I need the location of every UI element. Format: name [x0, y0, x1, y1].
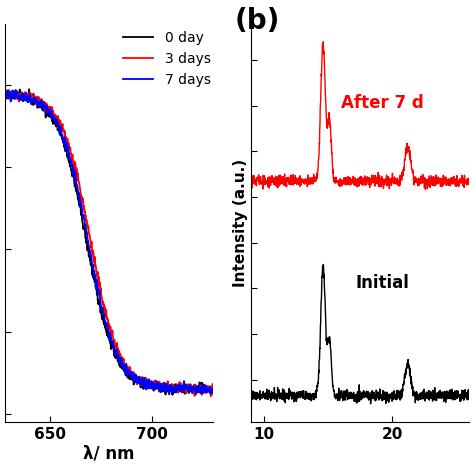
Text: After 7 d: After 7 d [341, 94, 423, 112]
3 days [106, 326, 112, 331]
Text: (b): (b) [235, 7, 280, 35]
0 day [120, 364, 126, 370]
3 days [210, 388, 216, 393]
Line: 7 days: 7 days [0, 86, 213, 394]
7 days [166, 392, 172, 397]
7 days [176, 382, 182, 387]
3 days [151, 379, 156, 384]
7 days [120, 364, 126, 370]
X-axis label: λ/ nm: λ/ nm [83, 445, 135, 463]
Legend: 0 day, 3 days, 7 days: 0 day, 3 days, 7 days [123, 31, 210, 87]
Line: 0 day: 0 day [0, 88, 213, 395]
3 days [113, 346, 118, 352]
7 days [210, 386, 216, 392]
7 days [106, 332, 112, 337]
0 day [176, 387, 182, 392]
0 day [0, 85, 2, 91]
Line: 3 days: 3 days [0, 88, 213, 396]
0 day [170, 392, 175, 398]
Text: Initial: Initial [355, 273, 409, 292]
0 day [106, 336, 112, 342]
7 days [151, 382, 156, 388]
3 days [176, 383, 182, 388]
0 day [151, 386, 156, 392]
Y-axis label: Intensity (a.u.): Intensity (a.u.) [233, 159, 248, 287]
3 days [120, 358, 126, 364]
0 day [210, 386, 216, 392]
7 days [113, 349, 118, 355]
3 days [208, 393, 214, 399]
0 day [113, 354, 118, 359]
